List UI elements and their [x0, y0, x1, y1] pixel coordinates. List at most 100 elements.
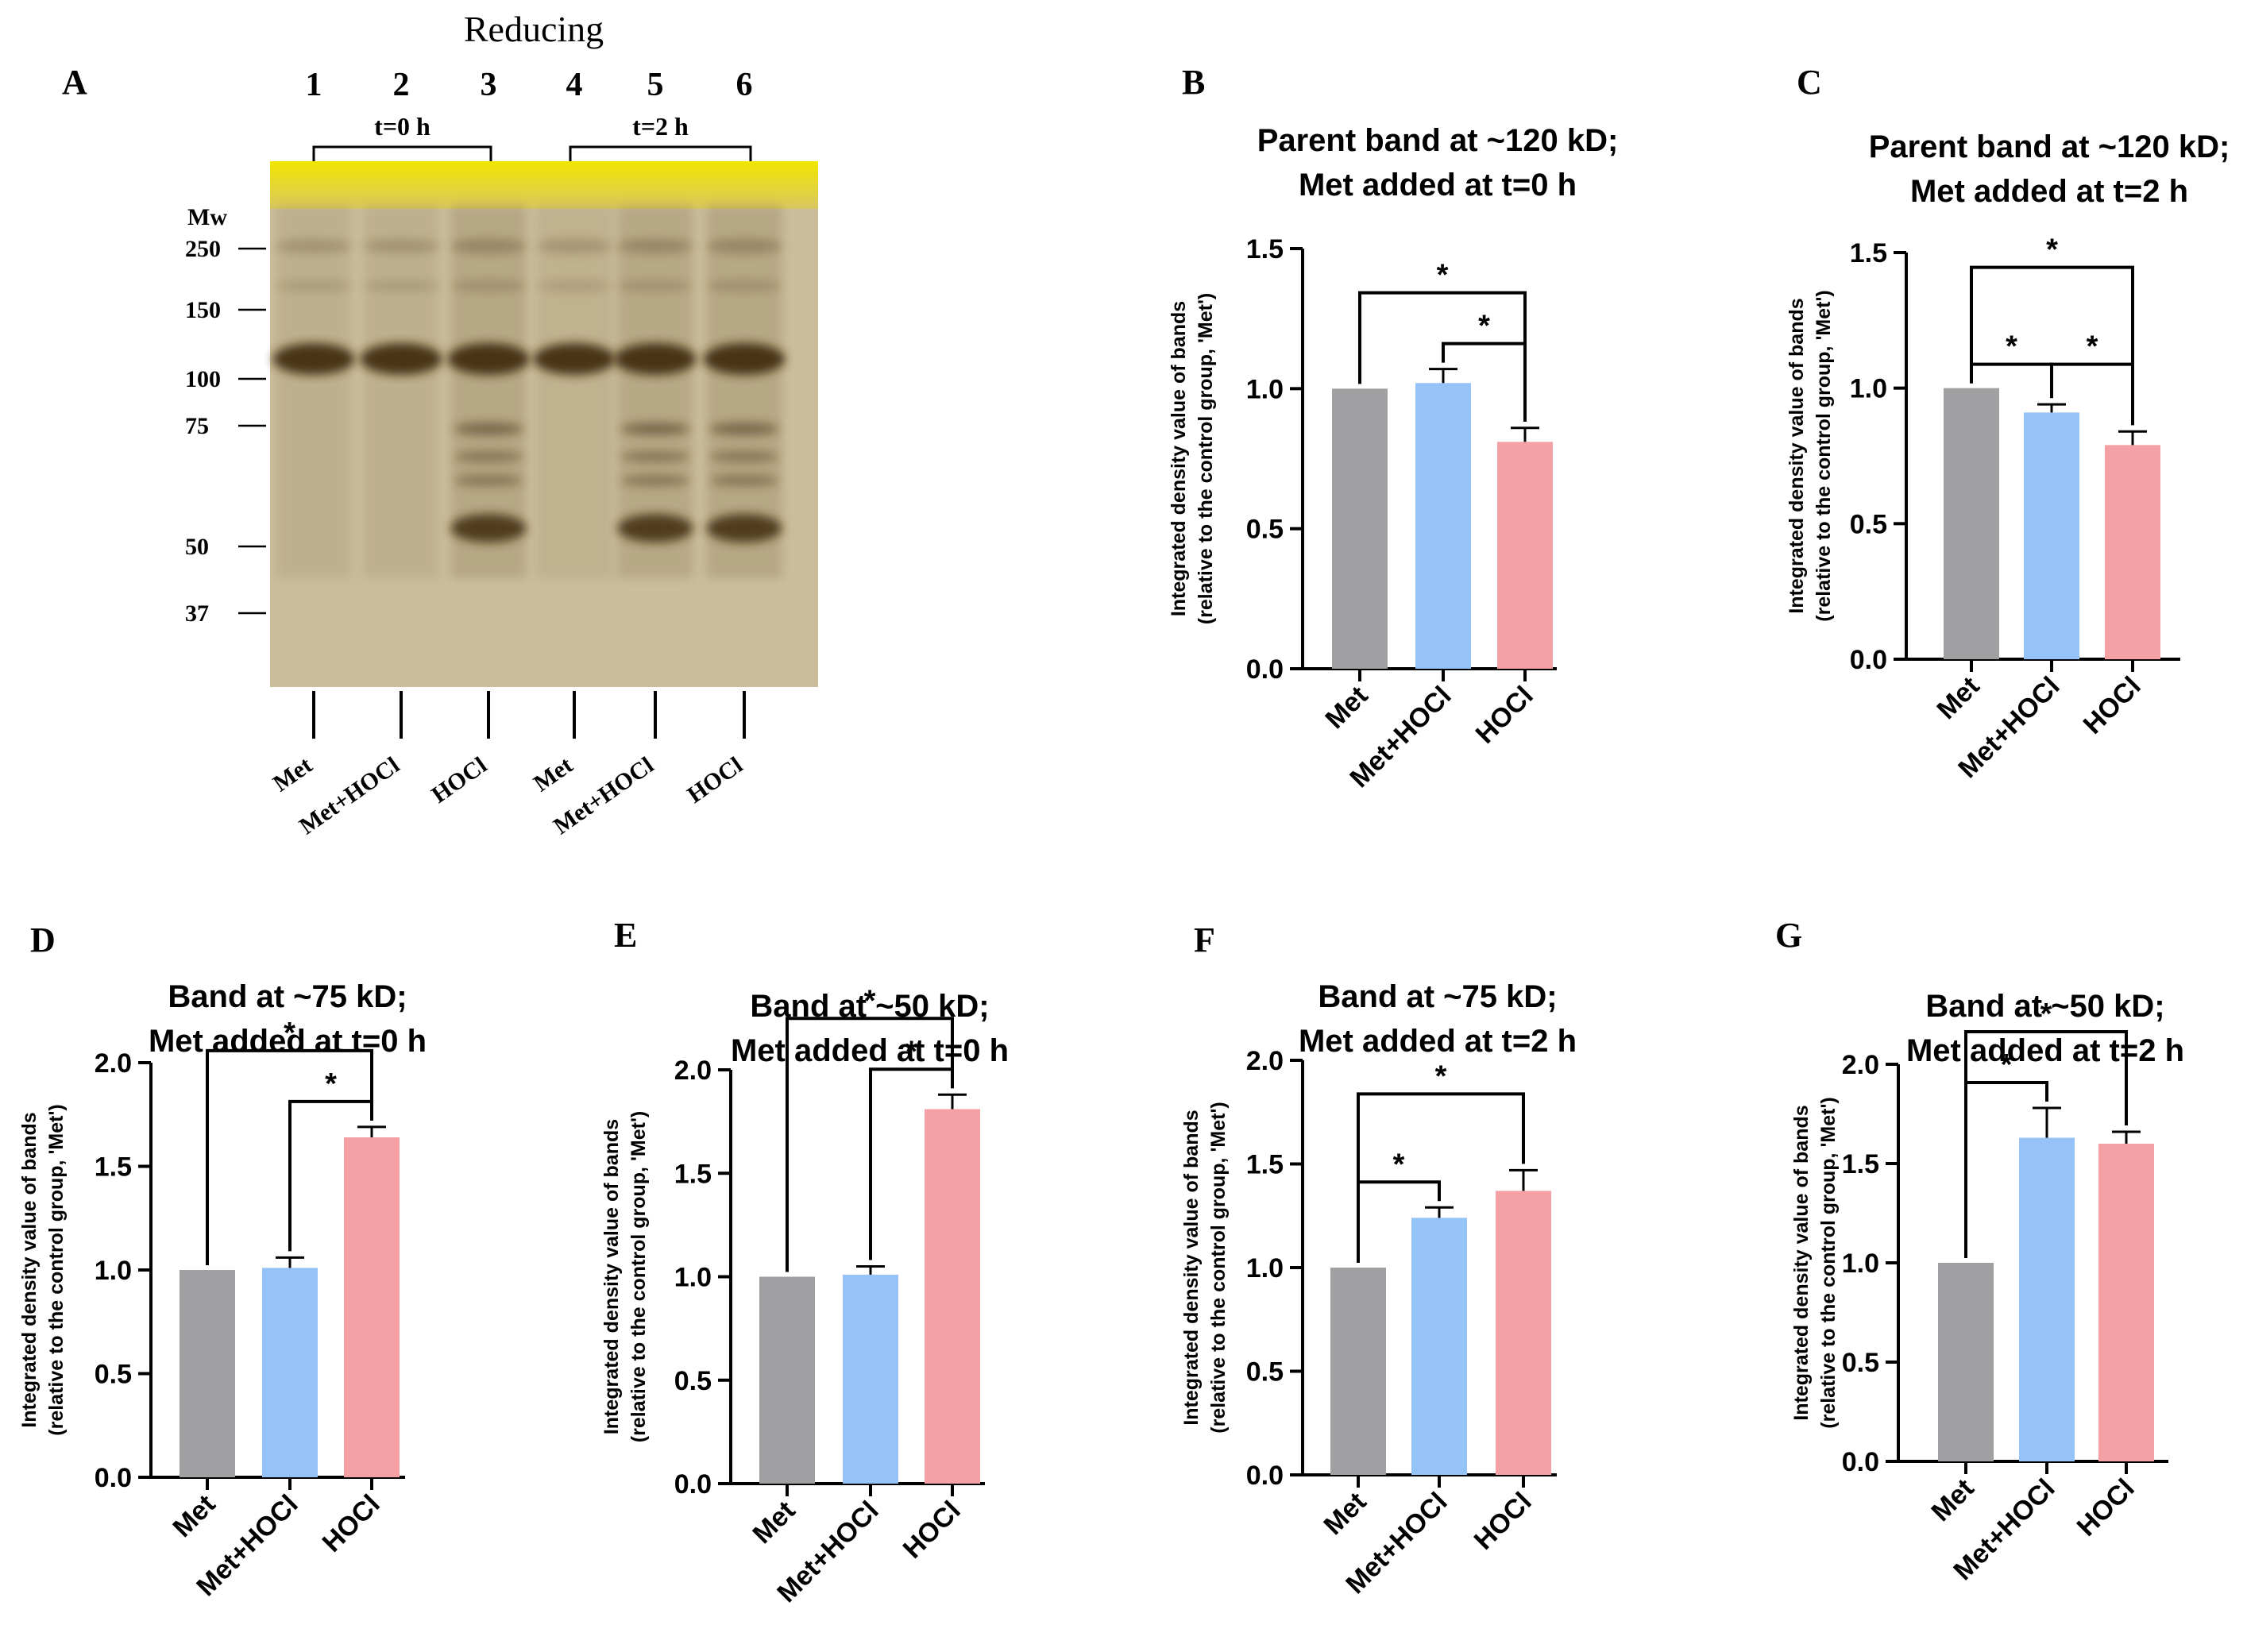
significance-star: * — [2040, 998, 2052, 1031]
significance-bracket — [1970, 265, 2134, 426]
chart-title-line: Band at ~75 kD; — [1318, 979, 1557, 1014]
mw-marker: 75 — [185, 413, 209, 439]
gel-lane — [363, 205, 439, 578]
group-bracket — [312, 145, 492, 163]
lane-number: 2 — [393, 67, 410, 103]
panel-letter: A — [62, 63, 87, 102]
y-axis-label-line: (relative to the control group, 'Met') — [1813, 290, 1835, 621]
y-axis-label-line: (relative to the control group, 'Met') — [1207, 1102, 1230, 1433]
bar-met — [1944, 388, 1999, 659]
y-tick-label: 1.5 — [1842, 1149, 1879, 1179]
bar-met-plus-hocl — [1415, 383, 1471, 669]
significance-star: * — [864, 984, 876, 1017]
bar-met — [1332, 388, 1388, 669]
lane-treatment-label: HOCl — [682, 752, 747, 809]
significance-star: * — [1478, 310, 1490, 343]
x-tick-label: Met — [1925, 1473, 1979, 1527]
mw-marker: 37 — [185, 600, 209, 627]
chart-title-line: Met added at t=2 h — [1910, 174, 2188, 209]
gel-band-75 — [620, 451, 690, 462]
lane-treatment-label: Met+HOCl — [295, 752, 404, 840]
y-tick-label: 0.0 — [674, 1469, 712, 1500]
mw-label: Mw — [187, 204, 227, 230]
x-tick-label: Met — [1931, 671, 1985, 725]
gel-band-main — [447, 343, 530, 375]
y-tick-label: 1.0 — [674, 1263, 712, 1293]
gel-band-75 — [620, 423, 690, 435]
gel-band-75 — [454, 451, 523, 462]
x-tick-label: Met — [167, 1489, 221, 1543]
y-axis-label-line: Integrated density value of bands — [1790, 1105, 1813, 1420]
y-tick-label: 1.5 — [95, 1152, 132, 1183]
gel-band-75 — [454, 423, 523, 435]
x-tick-label: Met — [747, 1496, 801, 1550]
gel-band — [276, 239, 352, 253]
y-tick-label: 0.5 — [1246, 515, 1284, 545]
panel-letter: D — [30, 921, 56, 959]
panel-letter: E — [614, 916, 637, 955]
gel-band-main — [360, 343, 442, 375]
y-axis-label-line: Integrated density value of bands — [600, 1119, 623, 1434]
chart-title-line: Met added at t=0 h — [731, 1033, 1009, 1068]
bar-met — [1938, 1263, 1994, 1461]
gel-band — [706, 239, 782, 253]
y-tick-label: 1.0 — [1246, 1253, 1284, 1283]
significance-star: * — [284, 1017, 295, 1050]
y-tick-label: 1.0 — [1850, 374, 1887, 404]
gel-band — [450, 239, 527, 253]
gel-band — [617, 239, 693, 253]
y-axis-label-line: Integrated density value of bands — [1168, 301, 1190, 616]
group-label: t=2 h — [632, 112, 689, 141]
mw-marker: 100 — [185, 366, 221, 392]
bar-charts: B Parent band at ~120 kD; Met added at t=0… — [18, 63, 2230, 1608]
y-axis-label-line: (relative to the control group, 'Met') — [45, 1104, 68, 1435]
y-tick-label: 1.0 — [1842, 1249, 1879, 1279]
significance-star: * — [2087, 330, 2098, 364]
bar-hocl — [1497, 442, 1553, 669]
y-axis-label-line: (relative to the control group, 'Met') — [1817, 1097, 1840, 1428]
bar-chart-panel-g: G Band at ~50 kD; Met added at t=2 h Integr… — [1775, 916, 2184, 1586]
x-tick-label: HOCl — [2078, 671, 2147, 740]
x-tick-label: Met — [1318, 1487, 1372, 1541]
chart-title-line: Met added at t=2 h — [1906, 1033, 2184, 1068]
x-tick-label: Met — [1319, 681, 1373, 735]
lane-number: 1 — [306, 67, 322, 103]
y-axis-label-line: (relative to the control group, 'Met') — [627, 1111, 650, 1442]
gel-band-75 — [709, 451, 779, 462]
y-axis-label-line: (relative to the control group, 'Met') — [1195, 293, 1217, 624]
significance-bracket — [1357, 1092, 1525, 1263]
lane-treatment-label: HOCl — [427, 752, 492, 809]
group-label: t=0 h — [374, 112, 430, 141]
lane-number: 3 — [481, 67, 497, 103]
gel-band — [706, 280, 782, 291]
bar-chart-panel-f: F Band at ~75 kD; Met added at t=2 h Integr… — [1180, 921, 1577, 1600]
bar-chart-panel-b: B Parent band at ~120 kD; Met added at t=0… — [1168, 63, 1618, 793]
bar-chart-panel-c: C Parent band at ~120 kD; Met added at t=2… — [1786, 63, 2230, 784]
panel-letter: C — [1797, 63, 1822, 102]
chart-title-line: Parent band at ~120 kD; — [1869, 129, 2230, 164]
gel-band-main — [533, 343, 616, 375]
lane-number: 5 — [647, 67, 664, 103]
gel-band — [617, 280, 693, 291]
lane-treatment-label: Met — [529, 752, 577, 797]
y-tick-label: 1.5 — [1246, 234, 1284, 264]
significance-star: * — [1393, 1148, 1405, 1181]
significance-star: * — [2001, 1048, 2013, 1082]
y-tick-label: 1.5 — [1850, 238, 1887, 268]
y-tick-label: 0.0 — [1246, 1461, 1284, 1491]
bar-hocl — [925, 1109, 980, 1484]
significance-star: * — [2006, 330, 2017, 364]
y-tick-label: 1.5 — [674, 1159, 712, 1189]
mw-marker: 150 — [185, 297, 221, 323]
group-bracket — [569, 145, 752, 163]
panel-letter: B — [1182, 63, 1205, 102]
y-tick-label: 2.0 — [1842, 1050, 1879, 1080]
gel-band-75 — [454, 475, 523, 486]
y-tick-label: 0.5 — [674, 1366, 712, 1396]
gel-condition-label: Reducing — [464, 9, 604, 49]
significance-star: * — [1435, 1060, 1447, 1093]
gel-lane — [276, 205, 352, 578]
x-tick-label: HOCl — [2071, 1473, 2141, 1542]
chart-title-line: Met added at t=0 h — [149, 1024, 427, 1059]
